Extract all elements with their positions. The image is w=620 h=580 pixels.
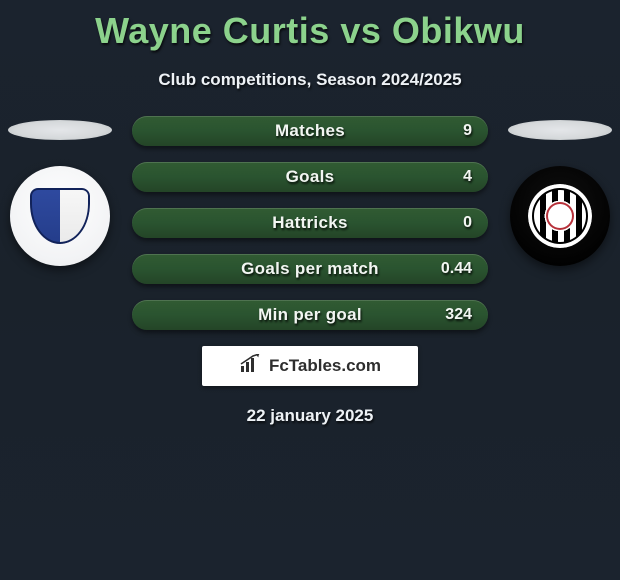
stat-row-hattricks: Hattricks 0 bbox=[132, 208, 488, 238]
stat-row-matches: Matches 9 bbox=[132, 116, 488, 146]
player-left-column bbox=[0, 114, 120, 266]
chart-icon bbox=[239, 354, 263, 379]
stat-label: Goals per match bbox=[241, 259, 379, 279]
stat-row-min-per-goal: Min per goal 324 bbox=[132, 300, 488, 330]
ellipse-shadow-left bbox=[8, 120, 112, 140]
stat-label: Min per goal bbox=[258, 305, 362, 325]
brand-text: FcTables.com bbox=[269, 356, 381, 376]
date-text: 22 january 2025 bbox=[0, 406, 620, 426]
stat-row-goals: Goals 4 bbox=[132, 162, 488, 192]
club-crest-right bbox=[510, 166, 610, 266]
stat-label: Goals bbox=[286, 167, 335, 187]
page-title: Wayne Curtis vs Obikwu bbox=[0, 0, 620, 52]
stat-value: 4 bbox=[463, 162, 472, 192]
stat-value: 9 bbox=[463, 116, 472, 146]
brand-box[interactable]: FcTables.com bbox=[202, 346, 418, 386]
stat-value: 0.44 bbox=[441, 254, 472, 284]
club-crest-left bbox=[10, 166, 110, 266]
stat-row-goals-per-match: Goals per match 0.44 bbox=[132, 254, 488, 284]
stat-label: Matches bbox=[275, 121, 345, 141]
stat-label: Hattricks bbox=[272, 213, 347, 233]
page-subtitle: Club competitions, Season 2024/2025 bbox=[0, 70, 620, 90]
ellipse-shadow-right bbox=[508, 120, 612, 140]
stat-rows: Matches 9 Goals 4 Hattricks 0 Goals per … bbox=[132, 114, 488, 330]
stat-value: 0 bbox=[463, 208, 472, 238]
comparison-stage: Matches 9 Goals 4 Hattricks 0 Goals per … bbox=[0, 114, 620, 426]
stat-value: 324 bbox=[445, 300, 472, 330]
player-right-column bbox=[500, 114, 620, 266]
